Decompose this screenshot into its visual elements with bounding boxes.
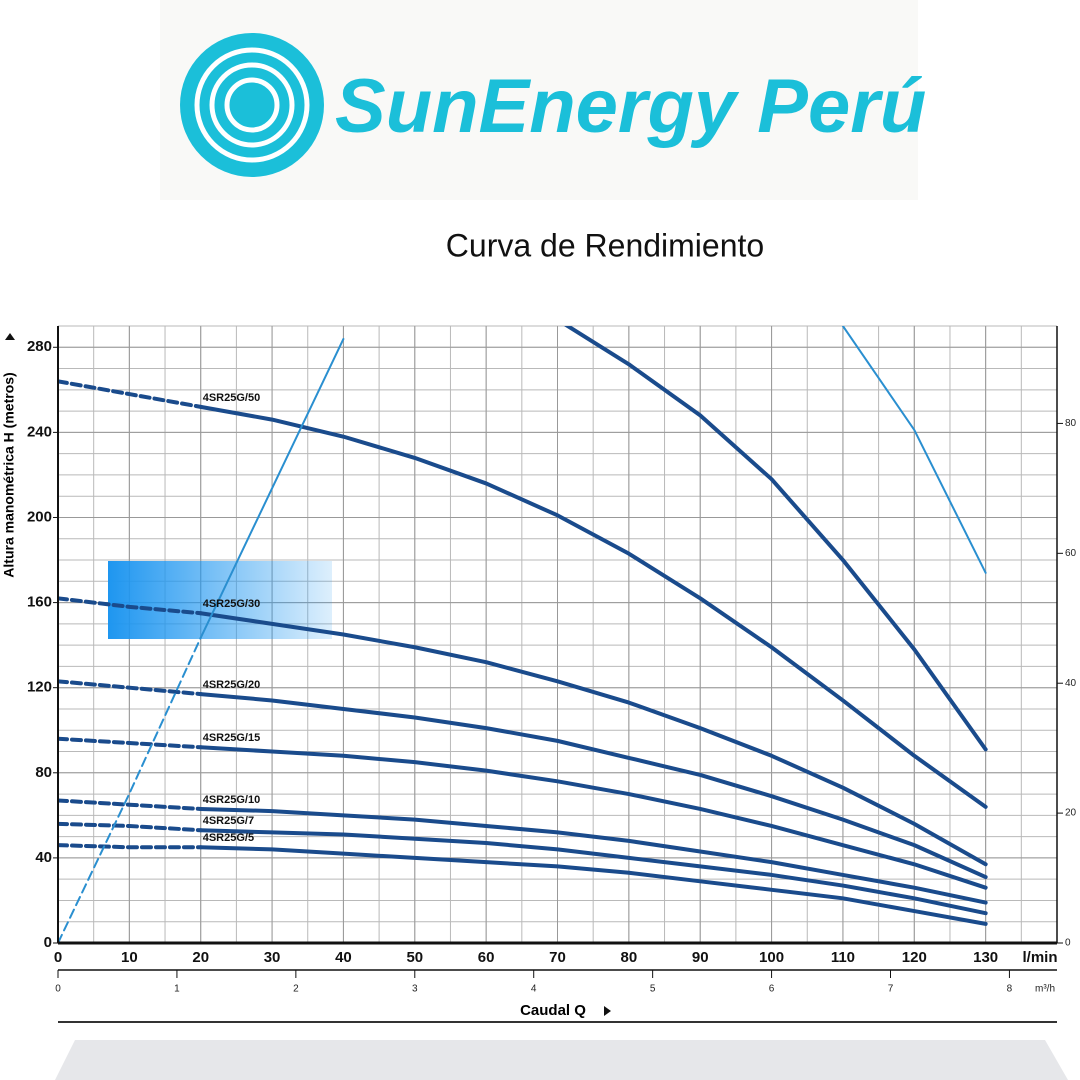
curves [58,326,988,943]
y2-tick-label: 80 [1065,418,1077,429]
x-tick-label: 20 [192,949,209,966]
x-tick-label: 90 [692,949,709,966]
y-tick-label: 280 [27,338,52,355]
curve [58,736,203,750]
x-tick-label: 50 [406,949,423,966]
x-tick-label: 10 [121,949,138,966]
curve [841,326,987,574]
page-title: Curva de Rendimiento [446,227,764,263]
x-tick-label: 100 [759,949,784,966]
y-tick-label: 80 [35,764,52,781]
series-label: 4SR25G/50 [203,392,260,404]
x2-unit: m³/h [1035,984,1055,995]
y2-tick-label: 20 [1065,808,1077,819]
x2-tick-label: 4 [531,984,537,995]
y2-tick-label: 40 [1065,678,1077,689]
y2-tick-label: 0 [1065,938,1071,949]
x-tick-label: 30 [264,949,281,966]
x2-tick-label: 5 [650,984,656,995]
curve [563,326,988,752]
curve [58,596,203,616]
x-tick-label: 40 [335,949,352,966]
arrow [604,1006,611,1016]
x-tick-label: 110 [831,949,855,966]
series-label: 4SR25G/10 [203,794,260,806]
x2-tick-label: 2 [293,984,299,995]
curve [198,745,988,890]
series-label: 4SR25G/5 [203,832,254,844]
curve [198,806,988,905]
logo: SunEnergy Perú [160,0,926,200]
x-tick-label: 60 [478,949,495,966]
y-axis-label: Altura manométrica H (metros) [1,372,17,577]
curve [198,692,988,880]
x-unit: l/min [1022,949,1057,966]
arrow [5,333,15,340]
logo-text: SunEnergy Perú [335,64,926,149]
curve [198,404,988,809]
x2-tick-label: 0 [55,984,61,995]
curve [58,379,203,409]
curve [198,845,988,926]
y-tick-label: 160 [27,594,52,611]
x2-tick-label: 3 [412,984,418,995]
x-tick-label: 130 [973,949,998,966]
x-tick-label: 70 [549,949,566,966]
x-tick-label: 80 [621,949,638,966]
x2-tick-label: 8 [1007,984,1013,995]
curve [58,843,203,850]
x2-tick-label: 1 [174,984,180,995]
y-tick-label: 120 [27,679,52,696]
series-label: 4SR25G/20 [203,679,260,691]
series-label: 4SR25G/7 [203,815,254,827]
curve [198,611,988,867]
x2-tick-label: 7 [888,984,894,995]
y-tick-label: 200 [27,508,52,525]
series-label: 4SR25G/30 [203,598,260,610]
x-tick-label: 0 [54,949,62,966]
x-tick-label: 120 [902,949,927,966]
curve [58,679,203,697]
curve [198,828,988,916]
x-axis-label: Caudal Q [520,1002,586,1019]
curve [58,821,203,833]
labels: 4SR25G/50 4SR25G/30 4SR25G/20 4SR25G/15 4SR2… [203,392,260,844]
y-tick-label: 0 [44,934,52,951]
x2-tick-label: 6 [769,984,775,995]
y-tick-label: 240 [27,423,52,440]
footer-band [55,1040,1068,1080]
y2-tick-label: 60 [1065,548,1077,559]
curve [199,337,345,639]
series-label: 4SR25G/15 [203,732,260,744]
curve [58,636,202,943]
curve [58,798,203,811]
y-tick-label: 40 [35,849,52,866]
